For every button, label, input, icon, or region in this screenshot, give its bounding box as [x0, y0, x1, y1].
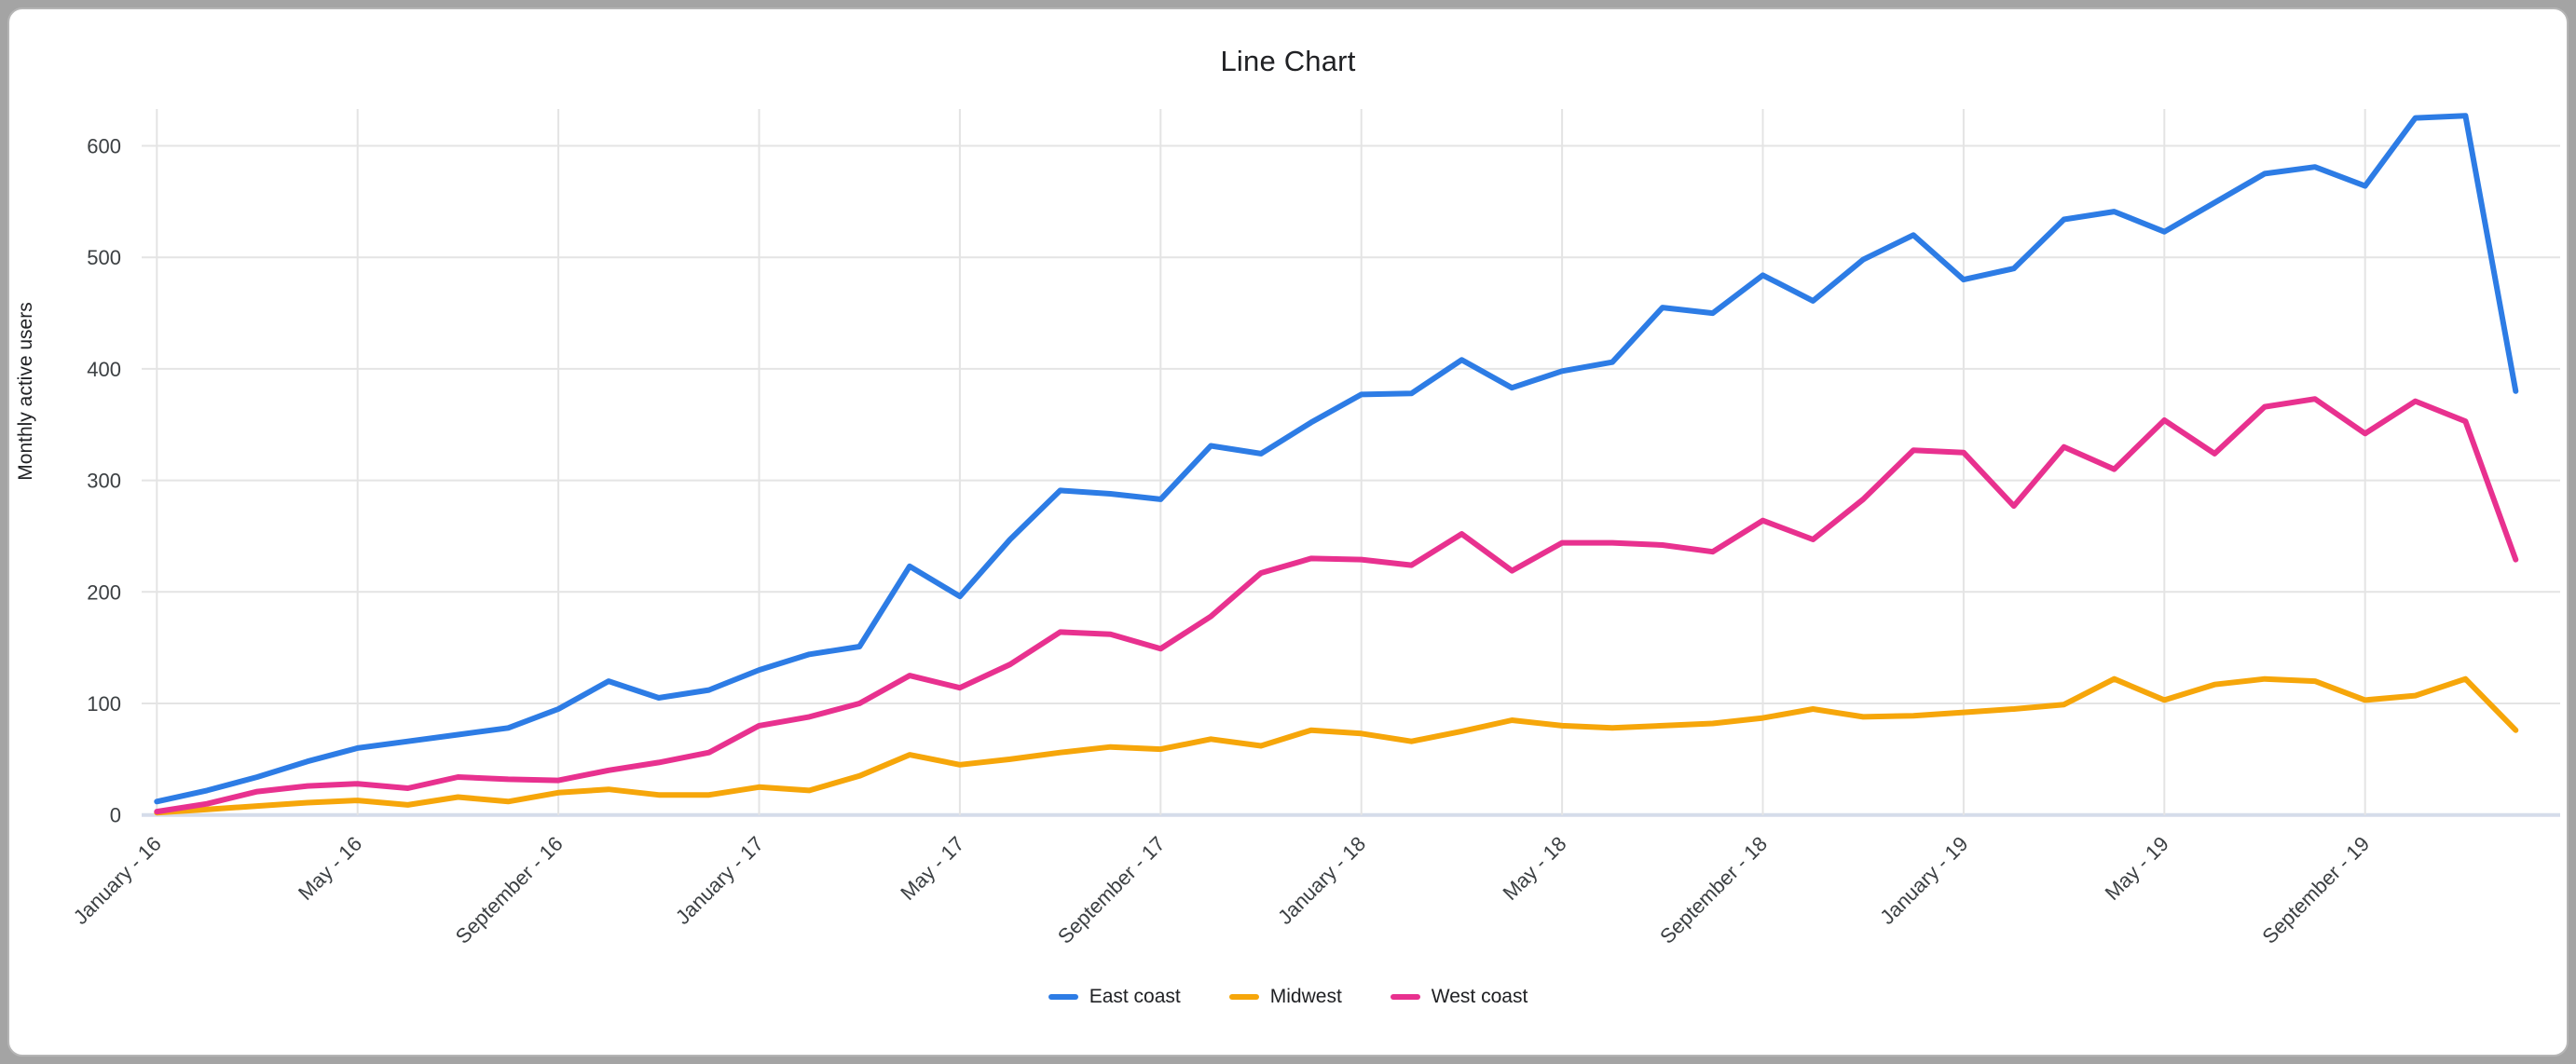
- x-tick-label: September - 16: [451, 832, 568, 948]
- legend-item-east-coast: East coast: [1048, 986, 1181, 1008]
- x-tick-label: January - 16: [69, 832, 166, 929]
- legend-item-midwest: Midwest: [1228, 986, 1342, 1008]
- y-tick-label: 100: [87, 692, 121, 716]
- y-tick-label: 400: [87, 358, 121, 381]
- legend-marker-icon-east-coast: [1048, 994, 1078, 1000]
- x-tick-label: January - 18: [1273, 832, 1370, 929]
- x-tick-label: September - 17: [1053, 832, 1170, 948]
- legend-label: Midwest: [1269, 986, 1342, 1007]
- legend-marker-icon-midwest: [1228, 994, 1259, 1000]
- legend-item-west-coast: West coast: [1390, 986, 1528, 1008]
- x-tick-label: January - 17: [671, 832, 768, 929]
- legend-marker-icon-west-coast: [1390, 994, 1420, 1000]
- x-tick-label: September - 19: [2257, 832, 2374, 948]
- y-tick-label: 500: [87, 246, 121, 269]
- y-tick-label: 600: [87, 135, 121, 158]
- x-tick-label: September - 18: [1655, 832, 1772, 948]
- chart-canvas: 0 100 200 300 400 500 600 January - 16 May - 16 S…: [69, 109, 2560, 948]
- series-line-west-coast: [154, 396, 2519, 815]
- legend-label: West coast: [1431, 986, 1528, 1007]
- series-line-east-coast: [154, 113, 2519, 805]
- series-line-midwest: [154, 675, 2519, 816]
- y-tick-label: 200: [87, 580, 121, 604]
- chart-title: Line Chart: [1220, 45, 1356, 77]
- legend-label: East coast: [1089, 986, 1181, 1007]
- y-tick-label: 0: [110, 804, 121, 827]
- x-tick-label: May - 17: [896, 832, 968, 905]
- x-tick-label: May - 18: [1498, 832, 1570, 905]
- chart-legend: East coast Midwest West coast: [9, 986, 2567, 1008]
- y-tick-label: 300: [87, 470, 121, 493]
- x-tick-label: January - 19: [1875, 832, 1972, 929]
- chart-card: Line Chart Monthly active users 0 100 200 3…: [7, 7, 2569, 1057]
- x-tick-label: May - 19: [2101, 832, 2173, 905]
- x-tick-label: May - 16: [294, 832, 366, 905]
